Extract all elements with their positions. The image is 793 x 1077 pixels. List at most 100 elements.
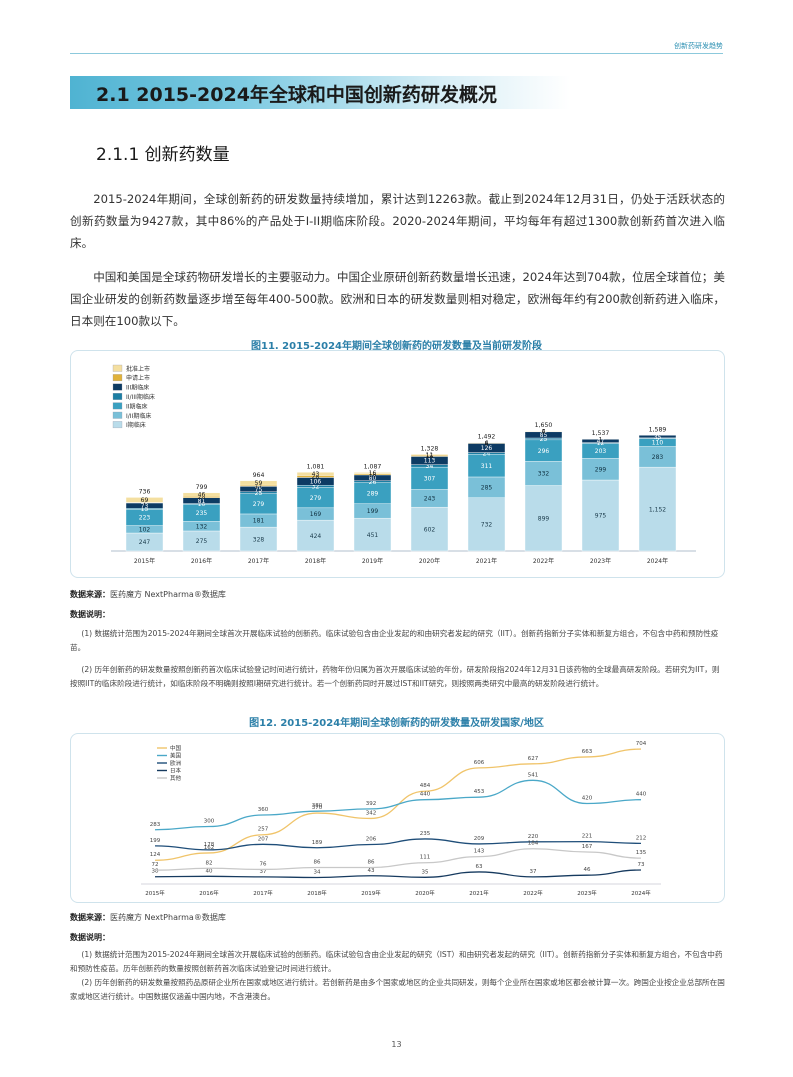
- legend-label: II/III期临床: [126, 393, 155, 401]
- x-tick-label: 2020年: [419, 557, 440, 565]
- data-label: 663: [582, 749, 593, 755]
- bar-label: 451: [367, 532, 379, 539]
- data-label: 167: [582, 844, 593, 850]
- bar-total-label: 1,589: [649, 426, 667, 433]
- bar-label: 126: [481, 445, 493, 452]
- figure-11-title: 图11. 2015-2024年期间全球创新药的研发数量及当前研发阶段: [250, 341, 542, 352]
- x-tick-label: 2017年: [248, 557, 269, 565]
- data-label: 342: [366, 810, 377, 816]
- x-tick-label: 2023年: [577, 889, 597, 897]
- data-label: 257: [258, 827, 269, 833]
- source-text: 医药魔方 NextPharma®数据库: [110, 590, 226, 599]
- legend-swatch: [112, 421, 123, 429]
- bar-label: 975: [595, 513, 607, 520]
- data-label: 360: [258, 807, 269, 813]
- legend-swatch: [112, 393, 123, 400]
- x-tick-label: 2024年: [647, 557, 668, 565]
- data-label: 37: [530, 869, 537, 875]
- data-label: 300: [204, 819, 215, 825]
- bar-label: 12: [597, 440, 605, 447]
- data-label: 86: [368, 860, 375, 866]
- data-label: 199: [150, 838, 161, 844]
- data-label: 72: [152, 862, 159, 868]
- data-label: 704: [636, 741, 647, 747]
- data-label: 86: [314, 860, 321, 866]
- bar-label: 43: [312, 471, 320, 478]
- bar-total-label: 1,492: [478, 433, 496, 440]
- bar-segment: [239, 480, 278, 486]
- bar-label: 283: [652, 454, 664, 461]
- bar-segment: [353, 472, 392, 474]
- bar-label: 20: [198, 494, 206, 501]
- legend-label: III期临床: [126, 384, 149, 392]
- legend-swatch: [112, 383, 123, 391]
- series-line: [154, 779, 642, 831]
- data-label: 606: [474, 760, 485, 766]
- bar-label: 6: [485, 440, 489, 447]
- data-label: 40: [206, 868, 213, 874]
- figure-12-frame: 2015年 2016年 2017年 2018年 2019年 2020年 2021年 2022年…: [70, 733, 725, 903]
- bar-label: 110: [652, 440, 664, 447]
- legend-label: 申请上市: [126, 374, 150, 382]
- data-label: 189: [312, 840, 323, 846]
- bar-segment: [125, 497, 164, 503]
- data-label: 484: [420, 783, 431, 789]
- bar-segment: [296, 472, 335, 476]
- data-label: 37: [260, 869, 267, 875]
- legend-label: I期临床: [126, 421, 146, 429]
- bar-label: 132: [196, 523, 208, 530]
- legend-label: 批准上市: [126, 365, 150, 373]
- x-tick-label: 2018年: [305, 557, 326, 565]
- bar-label: 311: [481, 463, 493, 470]
- data-label: 73: [638, 862, 645, 868]
- bar-label: 16: [369, 470, 377, 477]
- data-label: 209: [474, 836, 485, 842]
- paragraph-1: 2015-2024年期间，全球创新药的研发数量持续增加，累计达到12263款。截…: [70, 192, 725, 250]
- figure-12-notes-label: 数据说明：: [70, 933, 110, 942]
- data-label: 440: [636, 792, 647, 798]
- x-tick-label: 2021年: [476, 557, 497, 565]
- bar-segment: [296, 519, 335, 552]
- bar-label: 7: [143, 500, 147, 507]
- source-label: 数据来源：: [70, 590, 110, 599]
- data-label: 76: [260, 861, 267, 867]
- series-line: [154, 838, 642, 851]
- bar-label: 169: [310, 511, 322, 518]
- legend-label: 欧洲: [170, 759, 182, 767]
- data-label: 420: [582, 796, 593, 802]
- data-label: 124: [150, 852, 161, 858]
- bar-label: 18: [369, 471, 377, 478]
- series-line: [154, 748, 642, 861]
- bar-label: 1: [599, 436, 603, 443]
- data-label: 235: [420, 831, 431, 837]
- legend-label: I/II期临床: [126, 412, 151, 420]
- bar-label: 113: [424, 458, 436, 465]
- figure-12-note-2: (2) 历年创新药的研发数量按照药品原研企业所在国家或地区进行统计。若创新药是由…: [70, 978, 725, 1001]
- bar-label: 424: [310, 533, 322, 540]
- x-tick-label: 2022年: [523, 889, 543, 897]
- bar-label: 15: [141, 506, 149, 513]
- bar-label: 102: [139, 527, 151, 534]
- source-text: 医药魔方 NextPharma®数据库: [110, 913, 226, 922]
- bar-label: 10: [198, 501, 206, 508]
- bar-label: 899: [538, 515, 550, 522]
- data-label: 453: [474, 789, 485, 795]
- data-label: 221: [582, 834, 593, 840]
- bar-segment: [638, 466, 677, 552]
- data-label: 143: [474, 849, 485, 855]
- bar-label: 25: [255, 490, 263, 497]
- legend-label: 日本: [170, 767, 182, 775]
- bar-segment: [182, 492, 221, 497]
- x-tick-label: 2017年: [253, 889, 273, 897]
- stacked-bar-chart: 24710222315737697362015年2751322351081204…: [111, 365, 696, 565]
- bar-segment: [581, 479, 620, 552]
- x-tick-label: 2018年: [307, 889, 327, 897]
- bar-label: 279: [310, 495, 322, 502]
- data-label: 162: [204, 845, 215, 851]
- data-label: 207: [258, 836, 269, 842]
- x-tick-label: 2023年: [590, 557, 611, 565]
- bar-label: 732: [481, 522, 493, 529]
- legend-swatch: [112, 402, 123, 410]
- data-label: 206: [366, 837, 377, 843]
- bar-label: 199: [367, 508, 379, 515]
